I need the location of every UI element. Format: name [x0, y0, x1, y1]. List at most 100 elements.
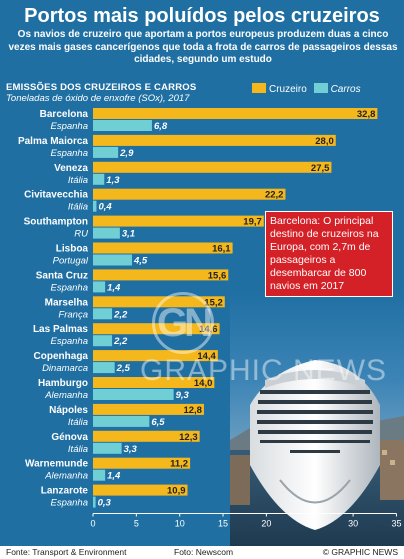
city-label: Hamburgo: [38, 378, 88, 389]
chart-legend: Cruzeiro Carros: [248, 83, 361, 95]
cruise-bar: [93, 457, 191, 469]
x-tick-label: 20: [261, 519, 271, 529]
cars-bar: [93, 389, 174, 400]
x-tick-label: 35: [391, 519, 401, 529]
cruise-value-label: 14,6: [199, 324, 218, 335]
cars-value-label: 9,3: [176, 390, 190, 401]
cars-value-label: 2,5: [116, 363, 131, 374]
legend-label-cruise: Cruzeiro: [269, 84, 307, 95]
cruise-bar: [93, 108, 378, 119]
country-label: Itália: [68, 417, 88, 428]
cruise-value-label: 14,4: [197, 351, 216, 362]
country-label: Itália: [68, 202, 88, 213]
cars-value-label: 1,4: [107, 282, 121, 293]
footer: Fonte: Transport & Environment Foto: New…: [0, 546, 404, 559]
country-label: Espanha: [50, 121, 88, 132]
cars-value-label: 4,5: [133, 256, 148, 267]
copyright: © GRAPHIC NEWS: [322, 547, 398, 557]
country-label: Dinamarca: [42, 363, 88, 374]
country-label: Itália: [68, 444, 88, 455]
cruise-value-label: 22,2: [265, 190, 284, 201]
cars-bar: [93, 281, 106, 293]
cruise-value-label: 12,8: [183, 405, 202, 416]
legend-item-cars: Carros: [313, 83, 361, 95]
legend-swatch-cruise: [252, 83, 266, 93]
cars-value-label: 1,4: [107, 471, 121, 482]
x-tick-label: 0: [90, 519, 95, 529]
cruise-value-label: 27,5: [311, 163, 330, 174]
city-label: Civitavecchia: [24, 190, 88, 201]
cruise-bar: [93, 215, 264, 227]
city-label: Barcelona: [40, 109, 89, 120]
cruise-bar: [93, 377, 215, 388]
cruise-value-label: 32,8: [357, 109, 376, 120]
cruise-value-label: 10,9: [167, 486, 186, 497]
country-label: Espanha: [50, 282, 88, 293]
country-label: Alemanha: [44, 471, 88, 482]
city-label: Veneza: [54, 163, 88, 174]
city-label: Las Palmas: [33, 324, 88, 335]
cruise-bar: [93, 296, 225, 308]
header-banner: Portos mais poluídos pelos cruzeiros Os …: [0, 0, 404, 80]
cars-bar: [93, 146, 119, 158]
country-label: Alemanha: [44, 390, 88, 401]
cars-value-label: 6,5: [151, 417, 165, 428]
cars-value-label: 1,3: [106, 175, 120, 186]
photo-credit: Foto: Newscom: [174, 547, 234, 557]
cars-bar: [93, 469, 106, 481]
cruise-bar: [93, 484, 188, 496]
city-label: Lisboa: [56, 244, 89, 255]
chart-area: EMISSÕES DOS CRUZEIROS E CARROS Tonelada…: [0, 80, 404, 546]
cars-bar: [93, 227, 120, 239]
cars-value-label: 2,2: [113, 336, 128, 347]
cars-bar: [93, 120, 152, 131]
cruise-value-label: 28,0: [315, 136, 334, 147]
cruise-value-label: 12,3: [179, 432, 198, 443]
cars-bar: [93, 173, 105, 185]
cars-value-label: 0,3: [98, 498, 112, 509]
cars-value-label: 2,2: [113, 309, 128, 320]
cruise-bar: [93, 134, 336, 146]
chart-heading: EMISSÕES DOS CRUZEIROS E CARROS: [6, 82, 197, 93]
cruise-bar: [93, 161, 332, 173]
city-label: Lanzarote: [41, 486, 89, 497]
cars-value-label: 0,4: [98, 202, 112, 213]
cruise-value-label: 14,0: [194, 378, 213, 389]
cars-bar: [93, 335, 113, 347]
cruise-value-label: 19,7: [243, 217, 262, 228]
country-label: Itália: [68, 175, 88, 186]
x-tick-label: 25: [305, 519, 315, 529]
city-label: Palma Maiorca: [18, 136, 88, 147]
city-label: Copenhaga: [34, 351, 89, 362]
cars-bar: [93, 496, 96, 508]
x-tick-label: 5: [134, 519, 139, 529]
cruise-bar: [93, 269, 229, 281]
city-label: Warnemunde: [25, 459, 88, 470]
country-label: Espanha: [50, 336, 88, 347]
cars-bar: [93, 442, 122, 454]
legend-swatch-cars: [313, 83, 328, 93]
legend-item-cruise: Cruzeiro: [252, 83, 310, 95]
barcelona-callout: Barcelona: O principal destino de cruzei…: [265, 211, 393, 297]
city-label: Marselha: [45, 297, 89, 308]
cruise-value-label: 15,2: [204, 297, 223, 308]
page-subtitle: Os navios de cruzeiro que aportam a port…: [8, 29, 398, 65]
cars-bar: [93, 362, 115, 374]
city-label: Southampton: [24, 217, 88, 228]
x-tick-label: 10: [175, 519, 185, 529]
cars-bar: [93, 308, 113, 320]
cruise-bar: [93, 350, 218, 362]
city-label: Santa Cruz: [36, 270, 88, 281]
cruise-bar: [93, 323, 220, 335]
city-label: Nápoles: [49, 405, 88, 416]
country-label: Portugal: [53, 256, 89, 267]
cruise-ship-photo: [230, 290, 404, 546]
cars-value-label: 3,3: [124, 444, 138, 455]
cars-value-label: 6,8: [154, 121, 168, 132]
city-label: Génova: [51, 432, 88, 443]
page-title: Portos mais poluídos pelos cruzeiros: [24, 5, 380, 27]
cruise-value-label: 11,2: [170, 459, 188, 470]
cars-bar: [93, 200, 97, 212]
